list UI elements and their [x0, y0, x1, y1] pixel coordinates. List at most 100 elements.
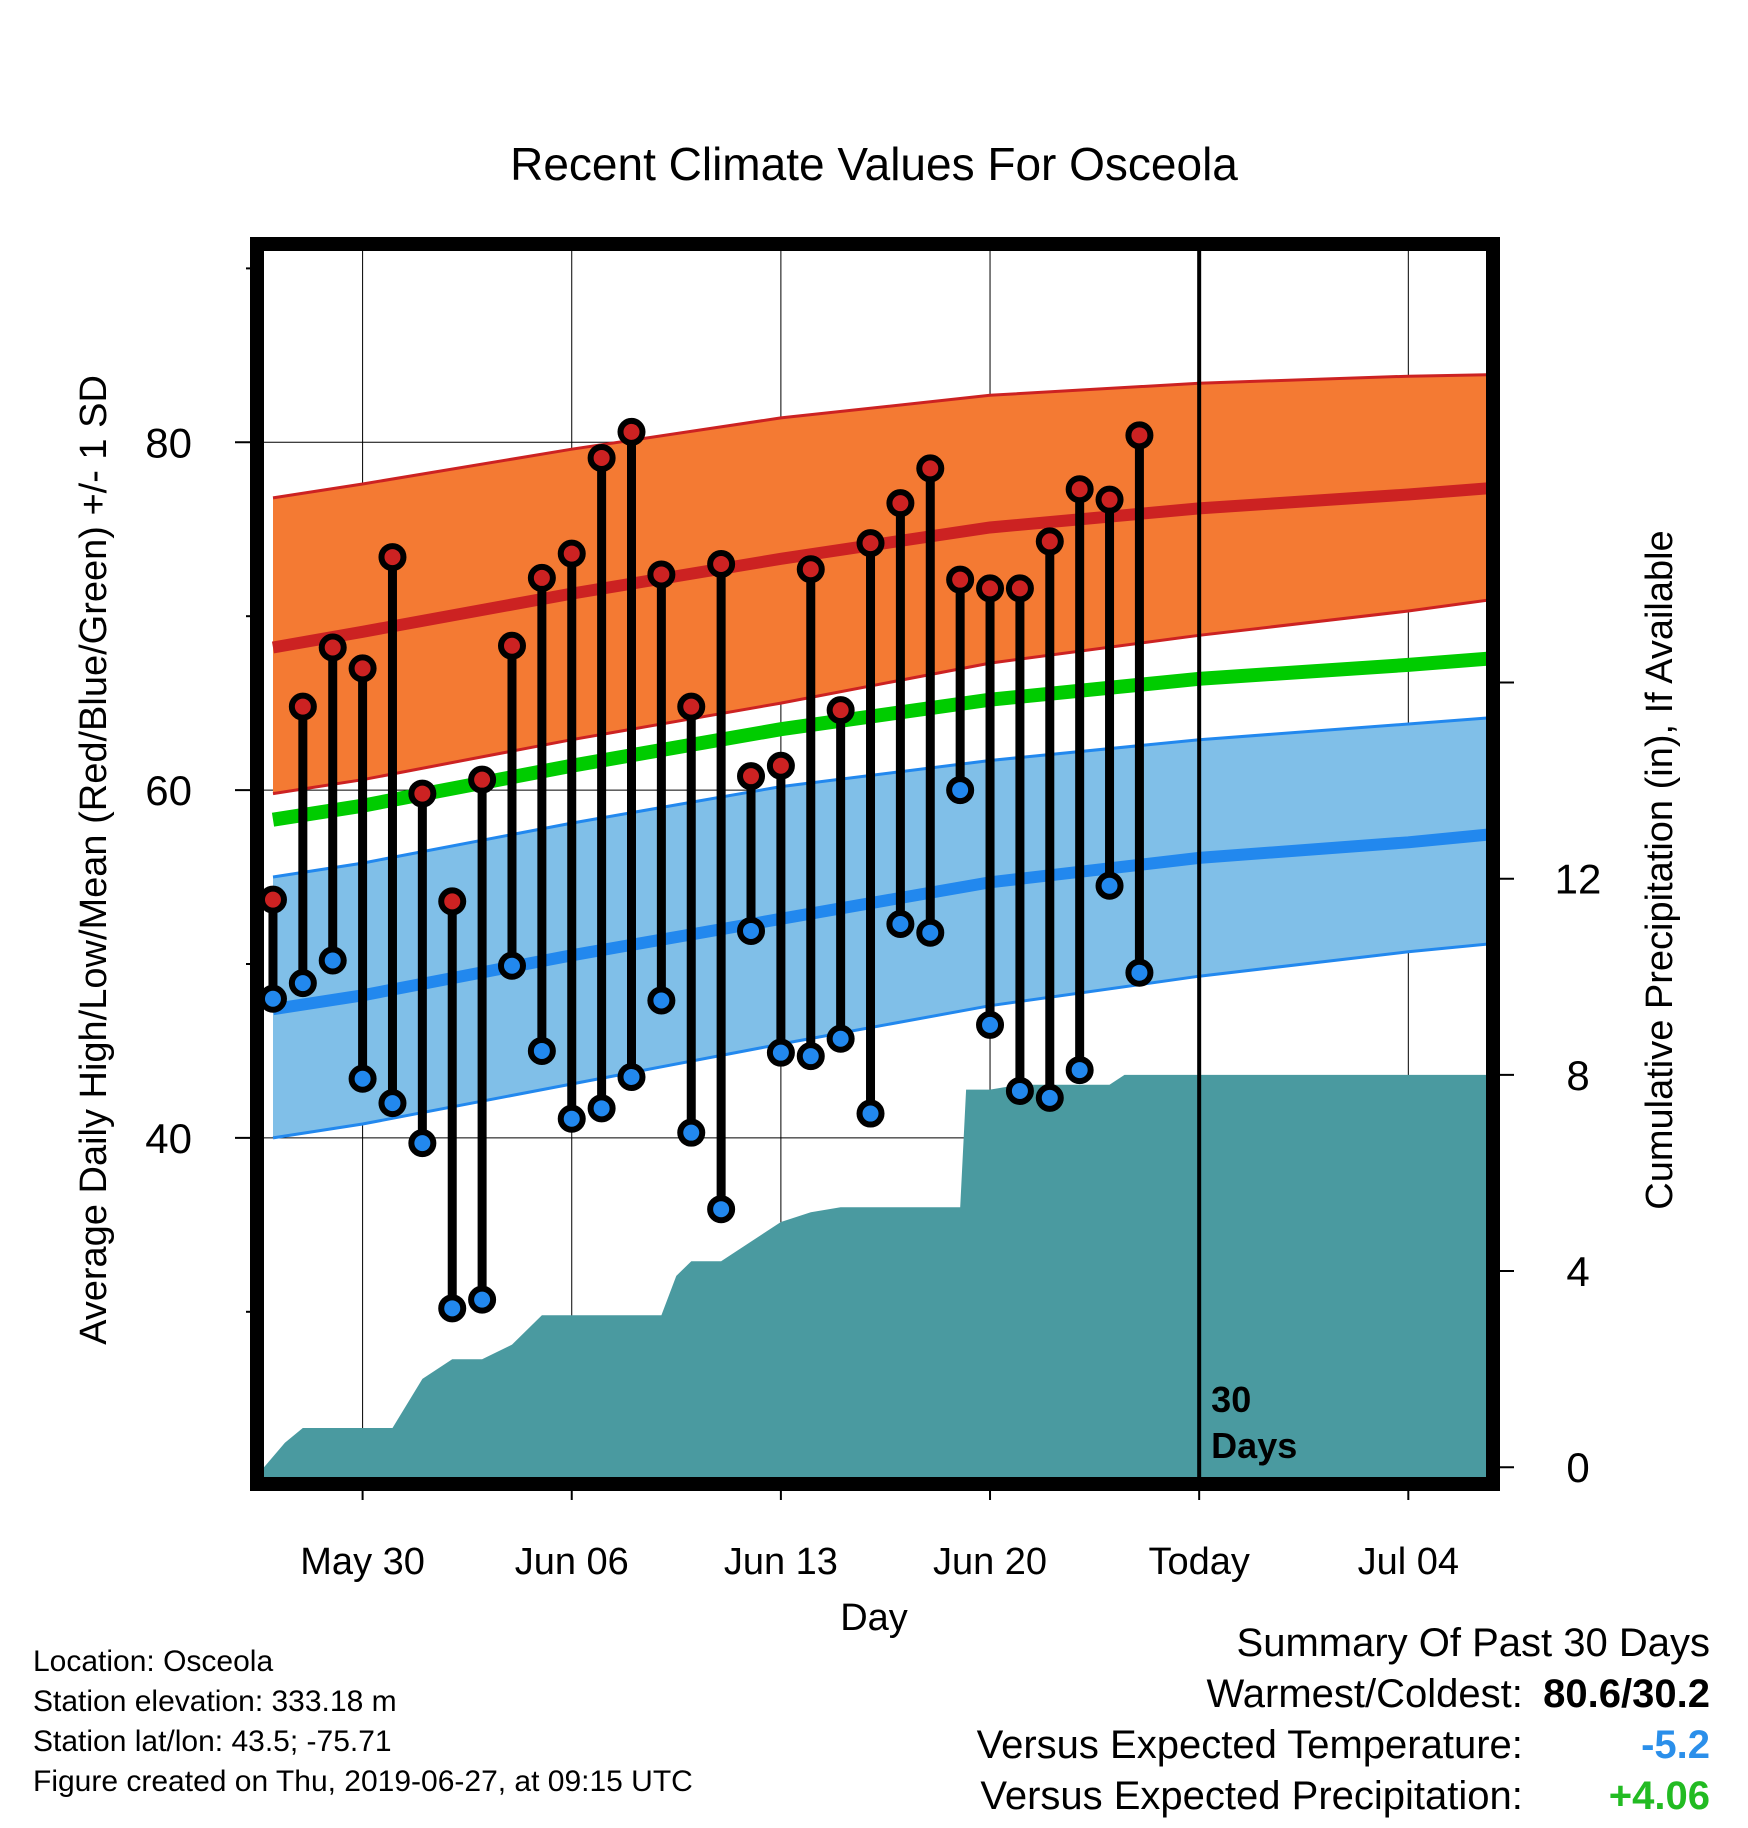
- low-sd-band: [273, 717, 1487, 1138]
- location-text: Location: Osceola: [33, 1645, 274, 1678]
- normal-lines: [271, 482, 1487, 1016]
- daily-low-point: [1035, 1083, 1064, 1112]
- daily-high-point: [557, 539, 586, 568]
- daily-low-point: [318, 946, 347, 975]
- daily-high-point: [527, 563, 556, 592]
- daily-low-point: [826, 1024, 855, 1053]
- daily-high-point: [916, 454, 945, 483]
- y-tick-label: 60: [145, 767, 192, 814]
- y2-tick-label: 12: [1555, 856, 1602, 903]
- normal-bands: [272, 373, 1487, 1140]
- low-upper-edge: [272, 716, 1487, 879]
- daily-high-point: [737, 762, 766, 791]
- daily-high-point: [886, 489, 915, 518]
- daily-low-point: [497, 951, 526, 980]
- y2-tick-label: 8: [1566, 1052, 1589, 1099]
- y-axis-label: Average Daily High/Low/Mean (Red/Blue/Gr…: [73, 375, 115, 1345]
- daily-high-point: [766, 751, 795, 780]
- daily-high-point: [1035, 527, 1064, 556]
- daily-low-point: [468, 1285, 497, 1314]
- warmest-value: 80.6/30.2: [1543, 1672, 1710, 1716]
- y-tick-label: 80: [145, 419, 192, 466]
- daily-high-point: [348, 654, 377, 683]
- daily-high-point: [1005, 574, 1034, 603]
- temp-label: Versus Expected Temperature:: [976, 1723, 1523, 1767]
- daily-high-point: [976, 574, 1005, 603]
- x-tick-label: Jun 06: [515, 1541, 629, 1583]
- daily-low-point: [707, 1195, 736, 1224]
- x-tick-label: Jun 13: [724, 1541, 838, 1583]
- daily-high-point: [497, 631, 526, 660]
- x-tick-label: Jul 04: [1358, 1541, 1459, 1583]
- elevation-text: Station elevation: 333.18 m: [33, 1685, 397, 1718]
- normal-mean-line: [271, 651, 1487, 827]
- high-upper-edge: [272, 373, 1487, 500]
- today-marker: 30 Days: [1197, 251, 1297, 1477]
- daily-high-point: [796, 555, 825, 584]
- precip-label: Versus Expected Precipitation:: [980, 1774, 1523, 1818]
- daily-high-point: [1095, 485, 1124, 514]
- station-info: Location: Osceola Station elevation: 333…: [33, 1642, 693, 1802]
- daily-high-point: [438, 887, 467, 916]
- daily-low-point: [348, 1064, 377, 1093]
- x-tick-label: Jun 20: [933, 1541, 1047, 1583]
- daily-low-point: [258, 984, 287, 1013]
- daily-low-point: [886, 909, 915, 938]
- temp-value: -5.2: [1641, 1723, 1710, 1767]
- low-lower-edge: [272, 942, 1487, 1140]
- daily-low-point: [378, 1089, 407, 1118]
- created-text: Figure created on Thu, 2019-06-27, at 09…: [33, 1765, 693, 1798]
- daily-high-point: [258, 885, 287, 914]
- daily-high-point: [288, 692, 317, 721]
- daily-high-point: [468, 765, 497, 794]
- daily-high-point: [378, 543, 407, 572]
- daily-high-point: [856, 529, 885, 558]
- normal-high-line: [271, 482, 1487, 654]
- daily-low-point: [1095, 871, 1124, 900]
- summary-warmest: Warmest/Coldest: 80.6/30.2: [977, 1669, 1711, 1720]
- daily-high-point: [707, 550, 736, 579]
- warmest-label: Warmest/Coldest:: [1206, 1672, 1523, 1716]
- daily-low-point: [1065, 1056, 1094, 1085]
- x-tick-label: May 30: [300, 1541, 425, 1583]
- daily-high-point: [946, 565, 975, 594]
- daily-low-point: [1005, 1076, 1034, 1105]
- daily-low-point: [557, 1104, 586, 1133]
- daily-low-point: [796, 1042, 825, 1071]
- precip-value: +4.06: [1608, 1774, 1710, 1818]
- y2-tick-label: 4: [1566, 1248, 1589, 1295]
- daily-high-point: [826, 696, 855, 725]
- summary-temp: Versus Expected Temperature: -5.2: [977, 1720, 1710, 1771]
- daily-low-point: [856, 1099, 885, 1128]
- latlon-text: Station lat/lon: 43.5; -75.71: [33, 1725, 392, 1758]
- daily-low-point: [916, 918, 945, 947]
- high-sd-band: [273, 374, 1487, 794]
- summary-title: Summary Of Past 30 Days: [1236, 1621, 1710, 1665]
- y-tick-label: 40: [145, 1115, 192, 1162]
- summary-panel: Summary Of Past 30 Days Warmest/Coldest:…: [977, 1618, 1710, 1822]
- daily-low-point: [946, 776, 975, 805]
- daily-low-point: [288, 969, 317, 998]
- summary-precip: Versus Expected Precipitation: +4.06: [977, 1771, 1710, 1822]
- daily-high-point: [408, 779, 437, 808]
- daily-high-point: [677, 692, 706, 721]
- daily-low-point: [737, 916, 766, 945]
- daily-low-point: [527, 1036, 556, 1065]
- daily-low-point: [647, 986, 676, 1015]
- cumulative-precip-area: [264, 1074, 1486, 1477]
- daily-high-point: [318, 633, 347, 662]
- daily-low-point: [587, 1094, 616, 1123]
- daily-low-point: [617, 1063, 646, 1092]
- normal-low-line: [272, 828, 1487, 1016]
- plot-frame: [250, 237, 1500, 1491]
- daily-high-point: [1125, 421, 1154, 450]
- chart-title: Recent Climate Values For Osceola: [510, 138, 1238, 190]
- daily-range-bars: [258, 417, 1154, 1323]
- daily-low-point: [766, 1038, 795, 1067]
- precipitation-area: [264, 1074, 1486, 1477]
- today-annotation: Days: [1211, 1425, 1297, 1466]
- daily-high-point: [617, 417, 646, 446]
- y2-tick-label: 0: [1566, 1444, 1589, 1491]
- daily-low-point: [677, 1118, 706, 1147]
- y2-axis-label: Cumulative Precipitation (in), If Availa…: [1639, 530, 1681, 1209]
